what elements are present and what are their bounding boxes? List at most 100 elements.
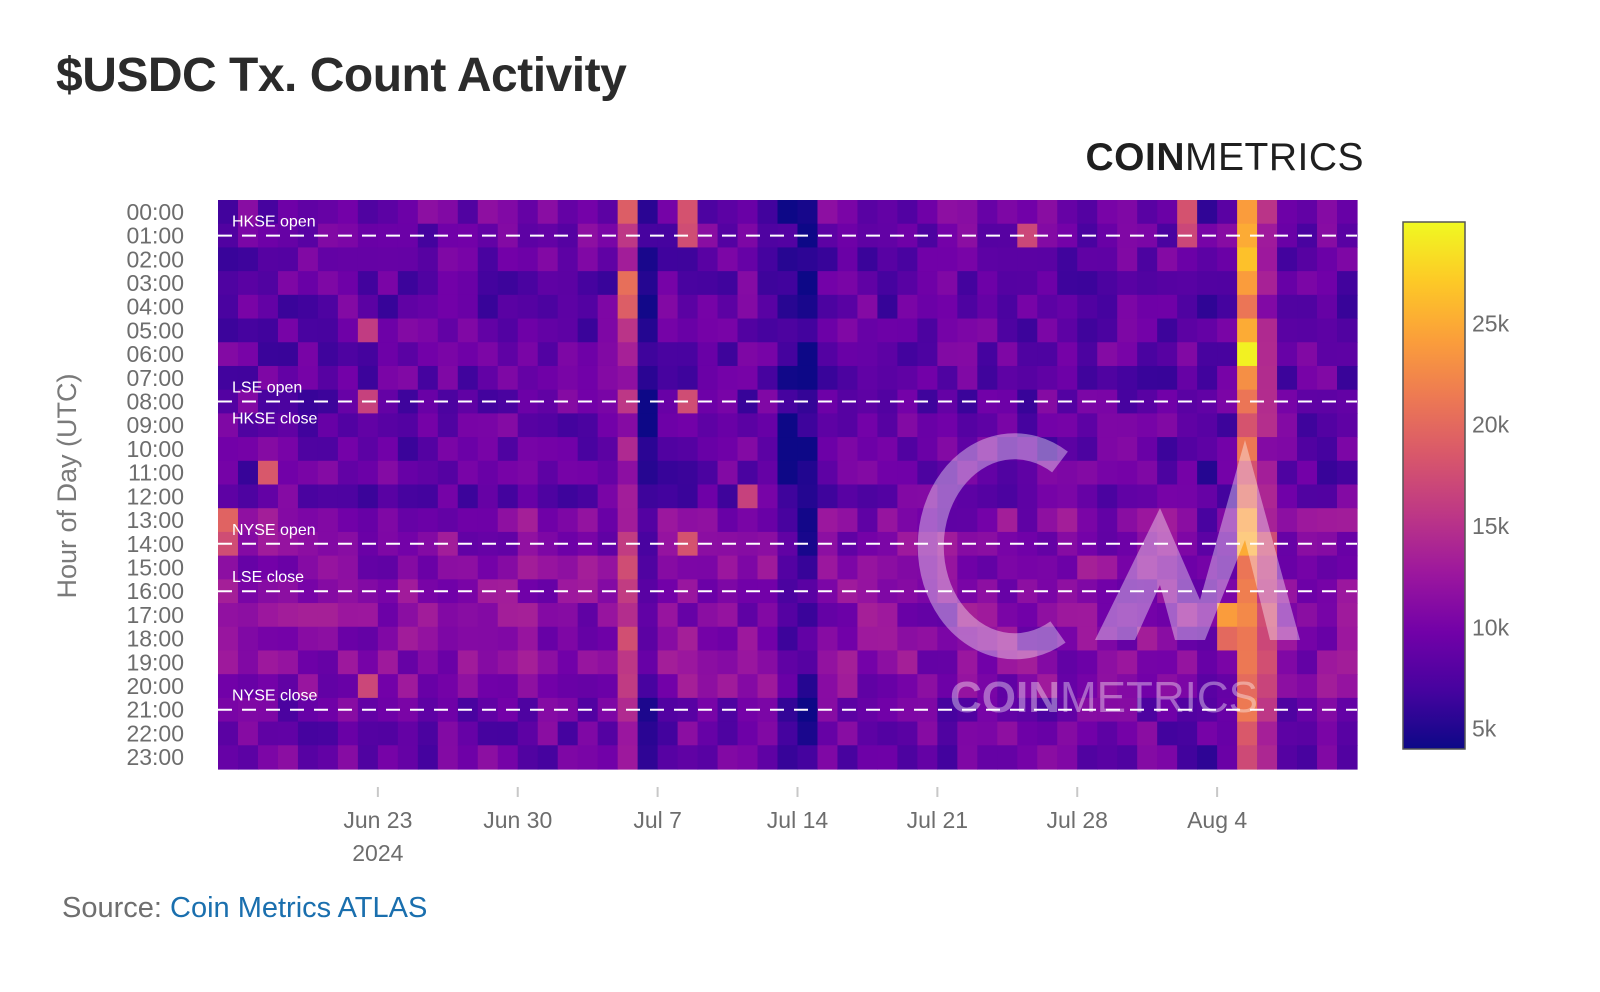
- heatmap-cell: [437, 484, 459, 509]
- heatmap-cell: [737, 555, 759, 580]
- heatmap-cell: [397, 318, 419, 343]
- heatmap-cell: [1177, 460, 1198, 486]
- heatmap-cell: [1137, 223, 1158, 249]
- heatmap-cell: [937, 247, 958, 272]
- heatmap-cell: [477, 603, 499, 628]
- heatmap-cell: [897, 508, 918, 533]
- heatmap-cell: [297, 413, 319, 438]
- heatmap-cell: [1197, 247, 1218, 272]
- heatmap-cell: [497, 200, 519, 225]
- x-tick-sublabel: 2024: [352, 840, 403, 866]
- heatmap-cell: [417, 745, 439, 770]
- heatmap-cell: [457, 271, 479, 296]
- heatmap-cell: [757, 626, 779, 652]
- heatmap-cell: [1117, 555, 1138, 580]
- heatmap-cell: [1097, 674, 1118, 699]
- heatmap-cell: [517, 294, 539, 320]
- source-link[interactable]: Coin Metrics ATLAS: [170, 892, 428, 924]
- heatmap-cell: [1317, 603, 1338, 628]
- heatmap-cell: [797, 508, 819, 533]
- heatmap-cell: [317, 460, 339, 486]
- market-line-label: NYSE open: [232, 522, 316, 539]
- heatmap-cell: [437, 365, 459, 391]
- heatmap-cell: [317, 579, 339, 604]
- heatmap-cell: [1157, 200, 1178, 225]
- y-tick-label: 04:00: [126, 294, 184, 320]
- heatmap-cell: [218, 318, 239, 343]
- heatmap-cell: [337, 342, 359, 367]
- heatmap-cell: [737, 200, 759, 225]
- heatmap-cell: [1137, 247, 1158, 272]
- heatmap-cell: [357, 745, 379, 770]
- heatmap-cell: [1237, 603, 1258, 628]
- heatmap-cell: [457, 247, 479, 272]
- x-axis-tick-labels: Jun 23 2024 Jun 30 Jul 7 Jul 14 Jul 21 Jul 28 A…: [343, 787, 1247, 866]
- market-line-label: LSE open: [232, 380, 302, 397]
- heatmap-cell: [1197, 294, 1218, 320]
- heatmap-cell: [1177, 508, 1198, 533]
- heatmap-cell: [337, 460, 359, 486]
- heatmap-cell: [1137, 437, 1158, 462]
- heatmap-cell: [797, 365, 819, 391]
- heatmap-cell: [997, 603, 1018, 628]
- heatmap-cell: [557, 437, 579, 462]
- heatmap-cell: [257, 460, 279, 486]
- heatmap-cell: [357, 200, 379, 225]
- heatmap-cell: [757, 721, 779, 746]
- heatmap-cell: [897, 342, 918, 367]
- heatmap-cell: [637, 508, 659, 533]
- heatmap-cell: [1097, 555, 1118, 580]
- heatmap-cell: [657, 531, 679, 557]
- heatmap-cell: [437, 650, 459, 675]
- heatmap-cell: [1297, 318, 1318, 343]
- heatmap-cell: [1017, 460, 1038, 486]
- heatmap-cell: [497, 437, 519, 462]
- heatmap-cell: [977, 271, 998, 296]
- heatmap-cell: [937, 437, 958, 462]
- heatmap-cell: [1337, 650, 1358, 675]
- heatmap-cell: [897, 460, 918, 486]
- heatmap-cell: [717, 745, 739, 770]
- heatmap-cell: [297, 555, 319, 580]
- heatmap-cell: [537, 650, 559, 675]
- heatmap-cell: [637, 389, 659, 414]
- heatmap-cell: [1277, 200, 1298, 225]
- heatmap-cell: [1057, 413, 1078, 438]
- y-tick-label: 17:00: [126, 602, 184, 628]
- heatmap-cell: [1037, 460, 1058, 486]
- heatmap-cell: [1337, 247, 1358, 272]
- heatmap-cell: [1237, 389, 1258, 414]
- heatmap-cell: [1037, 721, 1058, 746]
- heatmap-cell: [317, 484, 339, 509]
- heatmap-cell: [218, 342, 239, 367]
- heatmap-cell: [1297, 460, 1318, 486]
- heatmap-cell: [1137, 294, 1158, 320]
- heatmap-cell: [1237, 342, 1258, 367]
- heatmap-cell: [777, 294, 799, 320]
- heatmap-cell: [557, 674, 579, 699]
- heatmap-cell: [517, 603, 539, 628]
- heatmap-cell: [757, 365, 779, 391]
- heatmap-cell: [1317, 674, 1338, 699]
- heatmap-cell: [797, 318, 819, 343]
- heatmap-cell: [777, 271, 799, 296]
- heatmap-cell: [537, 460, 559, 486]
- heatmap-cell: [617, 603, 639, 628]
- colorbar: 5k 10k 15k 20k 25k: [1402, 221, 1510, 750]
- heatmap-cell: [517, 437, 539, 462]
- heatmap-cell: [1037, 484, 1058, 509]
- heatmap-cell: [1117, 294, 1138, 320]
- heatmap-cell: [577, 437, 599, 462]
- heatmap-cell: [1057, 721, 1078, 746]
- heatmap-cell: [857, 603, 879, 628]
- heatmap-cell: [717, 247, 739, 272]
- heatmap-cell: [1177, 745, 1198, 770]
- heatmap-cell: [577, 271, 599, 296]
- heatmap-cell: [837, 271, 859, 296]
- heatmap-cell: [218, 650, 239, 675]
- heatmap-cell: [517, 508, 539, 533]
- heatmap-cell: [1177, 555, 1198, 580]
- heatmap-cell: [277, 342, 299, 367]
- heatmap-cell: [757, 508, 779, 533]
- heatmap-cell: [1117, 508, 1138, 533]
